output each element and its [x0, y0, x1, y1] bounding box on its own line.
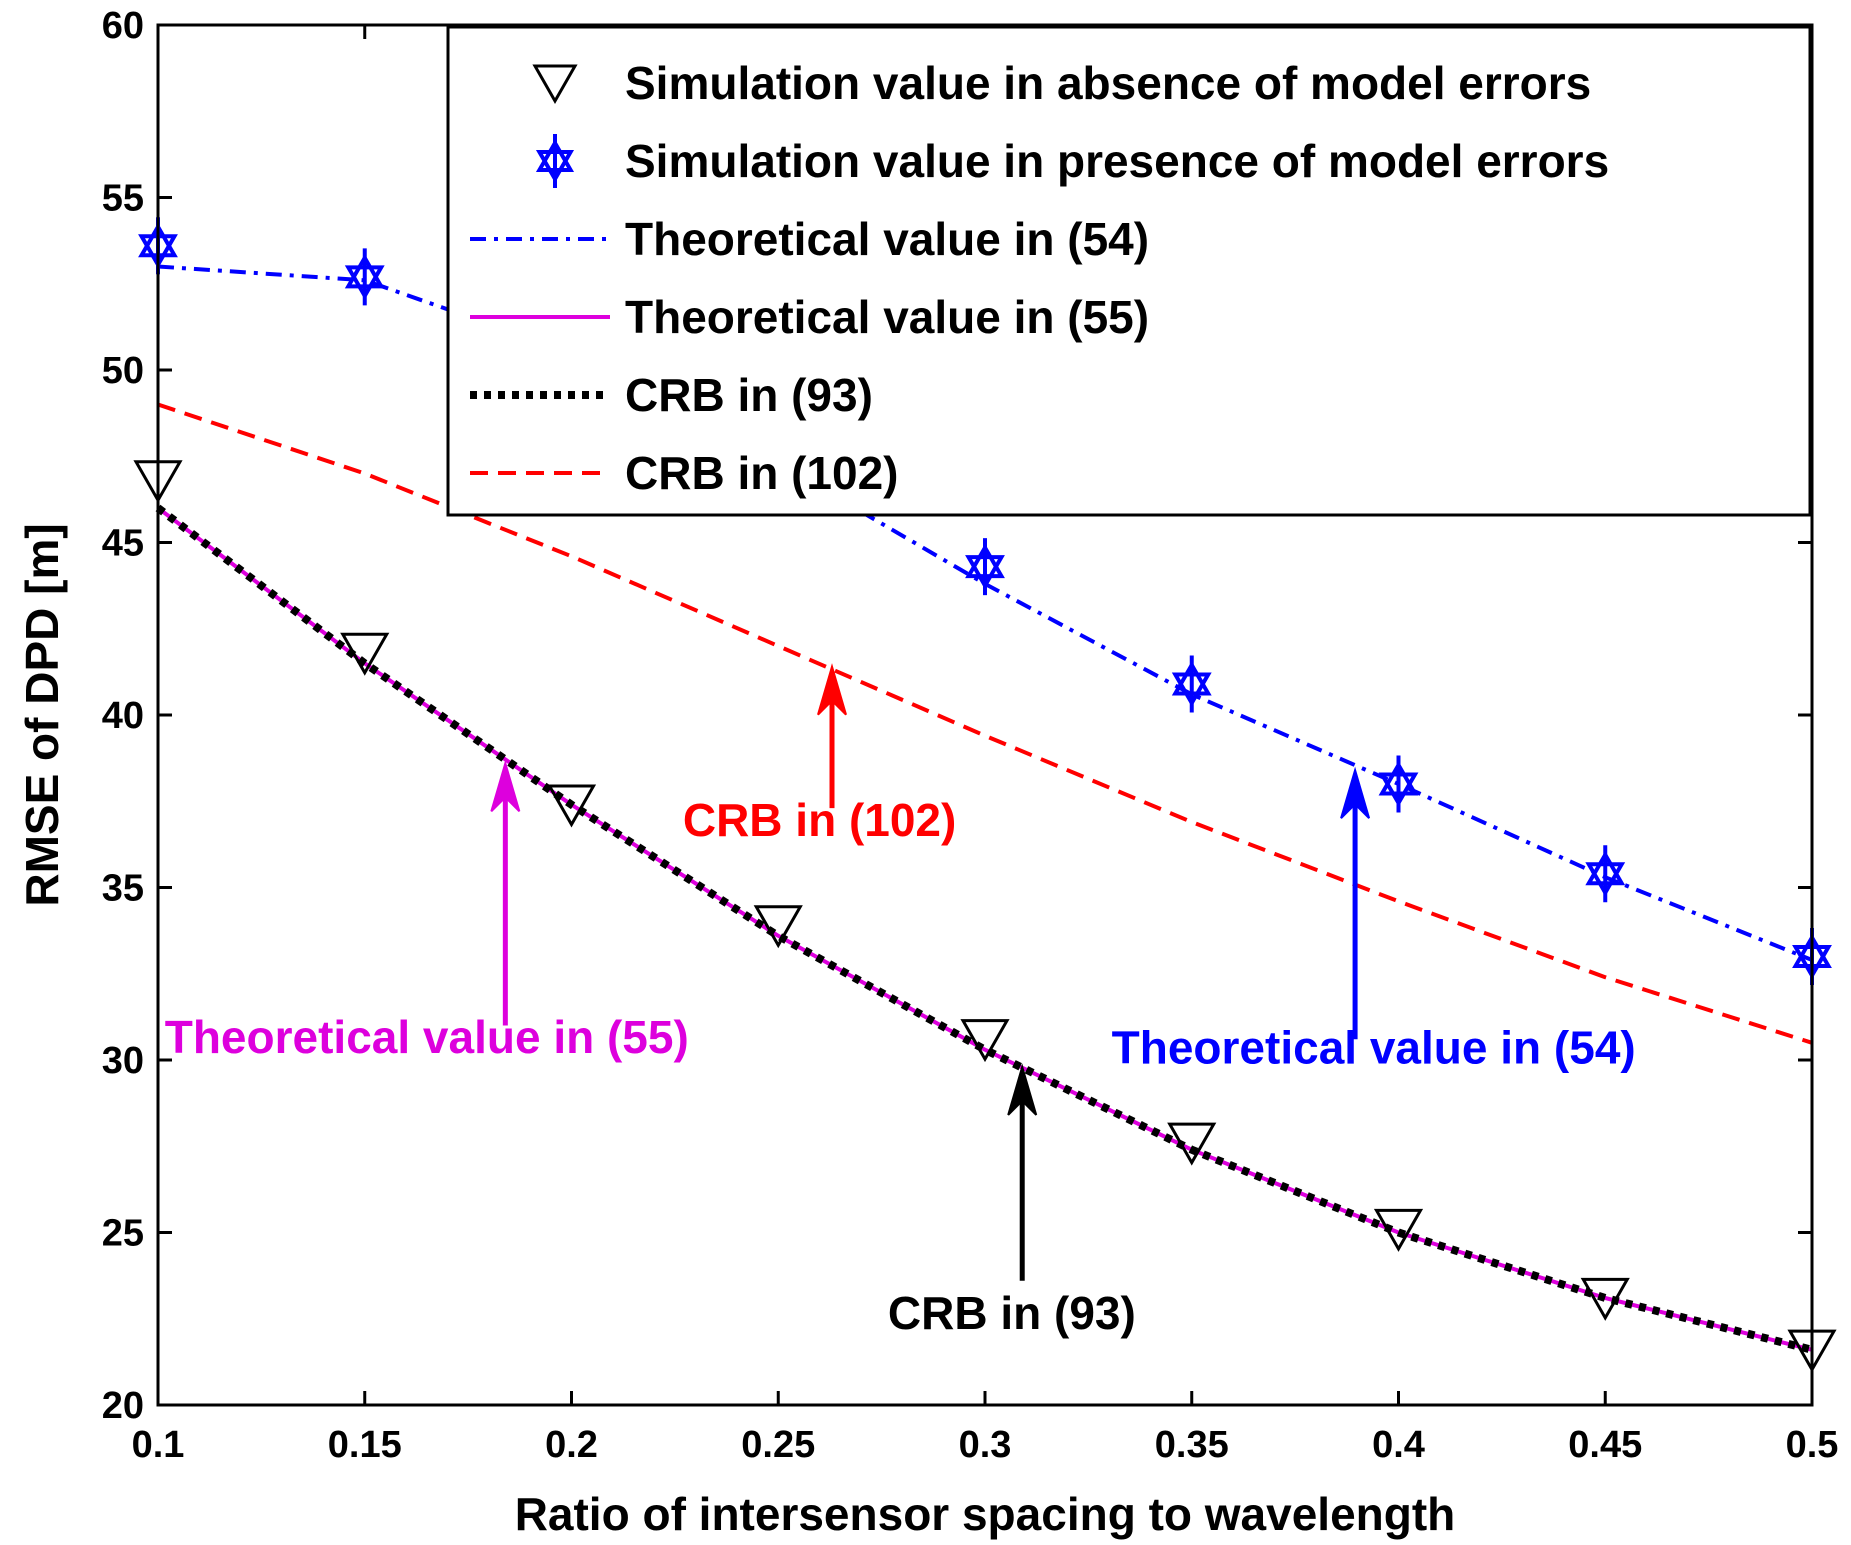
legend-swatch-1 — [535, 134, 575, 188]
y-tick-label: 55 — [102, 178, 144, 220]
annotation-arrow-head — [1340, 766, 1371, 819]
y-tick-label: 35 — [102, 868, 144, 910]
series-0-point — [753, 905, 803, 949]
x-tick-label: 0.45 — [1568, 1424, 1642, 1466]
x-tick-label: 0.15 — [328, 1424, 402, 1466]
x-tick-label: 0.4 — [1372, 1424, 1425, 1466]
y-tick-label: 40 — [102, 695, 144, 737]
series-0-point — [1580, 1277, 1630, 1321]
legend-item-0: Simulation value in absence of model err… — [532, 57, 1591, 109]
series-1-point — [1585, 845, 1626, 903]
legend-label-2: Theoretical value in (54) — [625, 213, 1149, 265]
legend-item-3: Theoretical value in (55) — [470, 291, 1149, 343]
y-tick-label: 50 — [102, 350, 144, 392]
x-tick-label: 0.5 — [1786, 1424, 1839, 1466]
series-0-point — [546, 784, 597, 828]
plot-frame — [156, 23, 1814, 1407]
legend-item-1: Simulation value in presence of model er… — [535, 134, 1609, 188]
series-0-point — [1167, 1122, 1217, 1166]
legend: Simulation value in absence of model err… — [446, 25, 1812, 517]
legend-item-2: Theoretical value in (54) — [470, 213, 1149, 265]
series-layer — [133, 217, 1837, 1373]
annotation-arrow-head — [817, 663, 847, 716]
y-tick-label: 45 — [102, 523, 144, 565]
legend-swatch-0 — [532, 64, 578, 105]
y-tick-label: 25 — [102, 1213, 144, 1255]
legend-label-5: CRB in (102) — [625, 447, 898, 499]
y-tick-label: 30 — [102, 1040, 144, 1082]
annotation-label: Theoretical value in (54) — [1112, 1021, 1636, 1073]
x-tick-label: 0.25 — [741, 1424, 815, 1466]
legend-label-3: Theoretical value in (55) — [625, 291, 1149, 343]
x-tick-label: 0.35 — [1155, 1424, 1229, 1466]
series-1-point — [344, 248, 385, 306]
series-0-point — [340, 632, 390, 676]
annotation-0: CRB in (102) — [683, 663, 956, 846]
legend-box — [446, 25, 1812, 517]
series-5 — [157, 402, 1813, 1045]
series-5-line — [157, 402, 1813, 1045]
y-tick-label: 60 — [102, 5, 144, 47]
series-0-point — [1373, 1208, 1424, 1252]
series-4-line — [155, 504, 1813, 1354]
annotation-label: CRB in (93) — [888, 1287, 1136, 1339]
x-tick-label: 0.2 — [545, 1424, 598, 1466]
series-1-point — [1171, 655, 1212, 713]
axis-ticks: 0.1 0.15 0.2 0.25 0.3 0.35 0.4 0.45 0.5 20 25 30 35 4… — [102, 5, 1839, 1466]
annotation-label: CRB in (102) — [683, 794, 956, 846]
y-axis-label: RMSE of DPD [m] — [16, 523, 68, 906]
annotation-layer: CRB in (102) Theoretical value in (55) The… — [165, 663, 1636, 1339]
annotation-3: CRB in (93) — [888, 1063, 1136, 1339]
x-tick-label: 0.1 — [132, 1424, 185, 1466]
legend-label-4: CRB in (93) — [625, 369, 873, 421]
x-tick-label: 0.3 — [959, 1424, 1012, 1466]
x-axis-label: Ratio of intersensor spacing to waveleng… — [515, 1488, 1456, 1540]
annotation-1: Theoretical value in (55) — [165, 759, 689, 1063]
legend-item-5: CRB in (102) — [470, 447, 898, 499]
series-0-point — [960, 1019, 1010, 1063]
series-4 — [155, 504, 1813, 1354]
annotation-2: Theoretical value in (54) — [1112, 766, 1636, 1073]
annotation-arrow-head — [1007, 1063, 1038, 1116]
series-1-point — [965, 538, 1005, 596]
annotation-label: Theoretical value in (55) — [165, 1011, 689, 1063]
legend-item-4: CRB in (93) — [470, 369, 873, 421]
annotation-arrow-head — [490, 759, 521, 813]
y-tick-label: 20 — [102, 1385, 144, 1427]
legend-label-0: Simulation value in absence of model err… — [625, 57, 1591, 109]
legend-label-1: Simulation value in presence of model er… — [625, 135, 1609, 187]
series-1-point — [1378, 755, 1419, 813]
